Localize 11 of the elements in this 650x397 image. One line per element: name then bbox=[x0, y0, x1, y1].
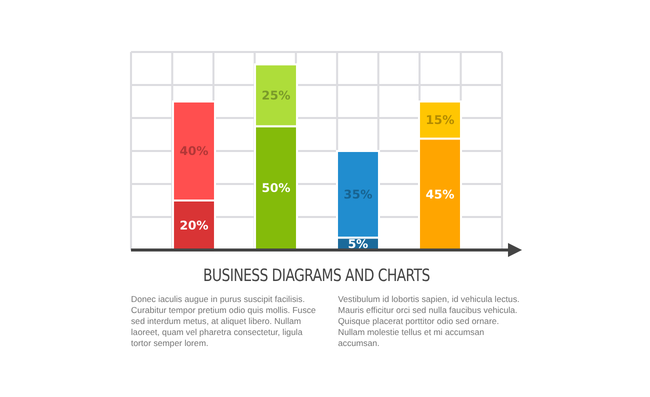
data-label: 40% bbox=[180, 144, 208, 158]
data-label: 35% bbox=[344, 187, 372, 202]
data-label: 45% bbox=[426, 187, 454, 202]
data-label: 20% bbox=[180, 218, 208, 232]
text: Vestibulum id lobortis sapien, id vehicula lectus. Mauris efficitur orci sed nulla faucibus vehicula. Quisque placerat porttitor odio sed ornare. Nullam molestie tellus et mi accumsan accumsan. bbox=[338, 294, 521, 349]
data-label: 25% bbox=[262, 88, 290, 102]
data-label: 50% bbox=[262, 181, 290, 196]
text: BUSINESS DIAGRAMS AND CHARTS bbox=[202, 266, 431, 286]
data-label: 15% bbox=[426, 113, 454, 128]
data-label: 5% bbox=[348, 236, 368, 251]
text: Donec iaculis augue in purus suscipit facilisis. Curabitur tempor pretium odio quis mollis. Fusce sed interdum metus, at aliquet libero. Nullam laoreet, quam vel pharetra consectetur, ligula tortor semper lorem. bbox=[131, 294, 317, 349]
